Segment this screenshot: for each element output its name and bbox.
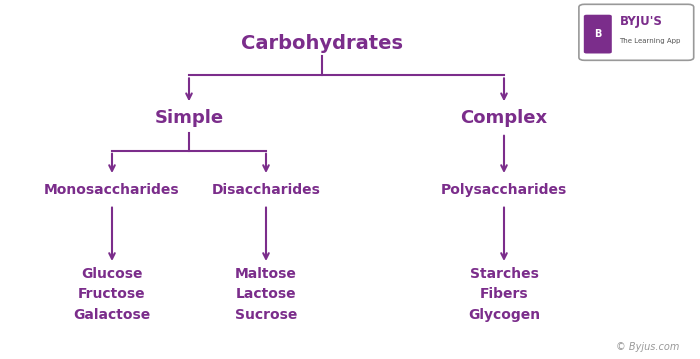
FancyBboxPatch shape xyxy=(584,15,612,53)
FancyBboxPatch shape xyxy=(579,4,694,60)
Text: Simple: Simple xyxy=(155,109,223,127)
Text: BYJU'S: BYJU'S xyxy=(620,15,662,28)
Text: Maltose
Lactose
Sucrose: Maltose Lactose Sucrose xyxy=(234,267,298,322)
Text: B: B xyxy=(594,29,601,39)
Text: Monosaccharides: Monosaccharides xyxy=(44,183,180,197)
Text: Polysaccharides: Polysaccharides xyxy=(441,183,567,197)
Text: © Byjus.com: © Byjus.com xyxy=(615,342,679,352)
Text: Disaccharides: Disaccharides xyxy=(211,183,321,197)
Text: Carbohydrates: Carbohydrates xyxy=(241,34,403,52)
Text: Glucose
Fructose
Galactose: Glucose Fructose Galactose xyxy=(74,267,150,322)
Text: Complex: Complex xyxy=(461,109,547,127)
Text: Starches
Fibers
Glycogen: Starches Fibers Glycogen xyxy=(468,267,540,322)
Text: The Learning App: The Learning App xyxy=(620,38,681,45)
